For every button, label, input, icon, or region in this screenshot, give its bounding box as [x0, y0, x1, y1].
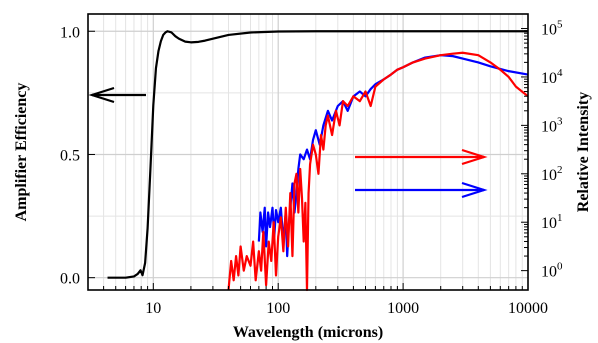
series-line-efficiency: [107, 30, 528, 279]
y-right-axis-title: Relative Intensity: [575, 92, 592, 212]
x-tick-label: 100: [266, 300, 290, 317]
x-axis-title: Wavelength (microns): [233, 324, 383, 341]
y-right-tick-label: 104: [541, 67, 563, 87]
y-right-tick-label: 103: [541, 115, 563, 135]
series-line-red: [227, 51, 529, 292]
labels: 10 100 1000 10000 0.0 0.5 1.0 100 101 102 103 104 10…: [60, 19, 563, 317]
x-tick-label: 10000: [508, 300, 548, 317]
series-layer: [107, 30, 529, 292]
series-line-blue: [257, 54, 529, 258]
annotations: [88, 86, 488, 199]
y-left-axis-title: Amplifier Efficiency: [13, 83, 30, 222]
x-tick-label: 1000: [387, 300, 419, 317]
y-left-tick-label: 0.5: [60, 147, 80, 164]
y-left-tick-label: 0.0: [60, 271, 80, 288]
y-right-tick-label: 100: [541, 261, 563, 281]
arrow-blue-right-head: [461, 181, 488, 199]
arrow-efficiency-left-head: [88, 86, 115, 104]
y-right-tick-label: 102: [541, 164, 563, 184]
arrow-red-right-head: [461, 148, 488, 166]
y-left-tick-label: 1.0: [60, 24, 80, 41]
plot-frame: [87, 13, 529, 291]
y-right-tick-label: 101: [541, 212, 563, 232]
x-tick-label: 10: [145, 300, 161, 317]
y-right-tick-label: 105: [541, 19, 563, 39]
